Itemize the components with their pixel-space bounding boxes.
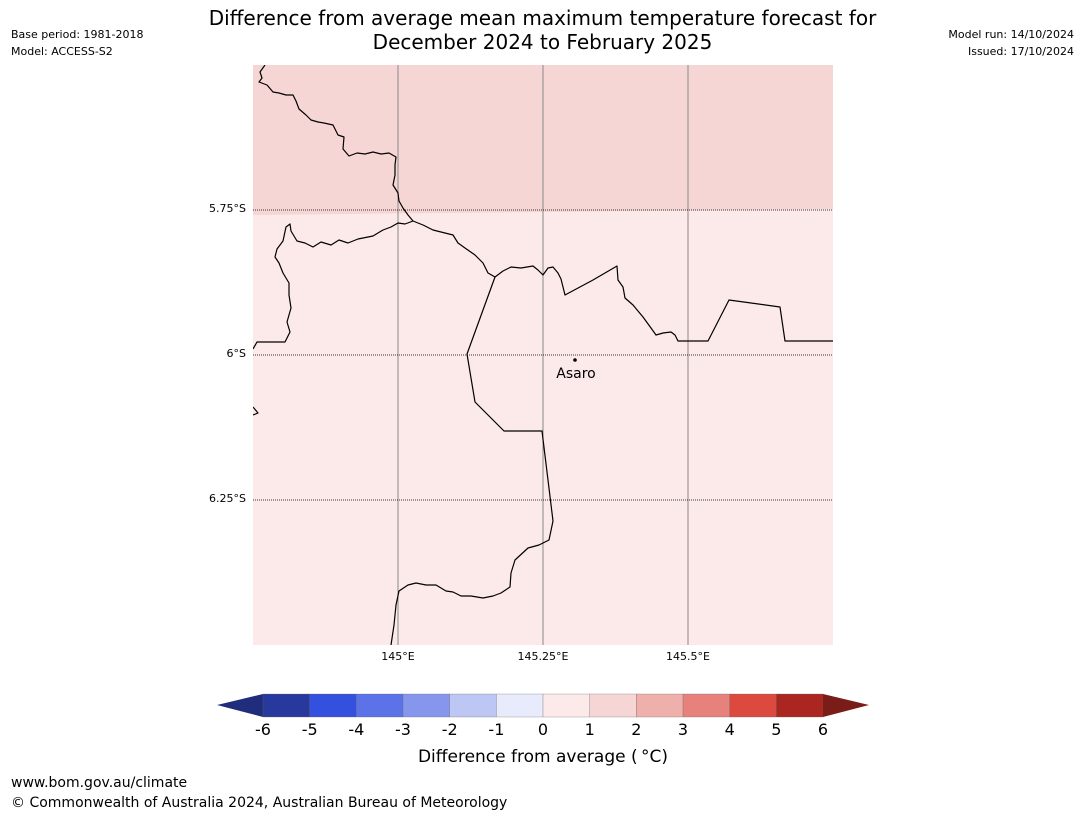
boundary-middle: [412, 220, 833, 342]
colorbar-tick-label: -6: [255, 720, 271, 739]
colorbar-tick-label: 2: [631, 720, 642, 739]
asaro-label: Asaro: [556, 366, 595, 382]
colorbar-tick-label: -3: [395, 720, 411, 739]
lon-label-145e: 145°E: [381, 650, 415, 663]
colorbar-segment: [729, 693, 777, 718]
colorbar-segment: [636, 693, 684, 718]
colorbar-under-arrow: [217, 694, 263, 717]
lon-label-145-5e: 145.5°E: [666, 650, 710, 663]
map-title: Difference from average mean maximum tem…: [150, 6, 935, 54]
colorbar-segment: [496, 693, 544, 718]
meta-left: Base period: 1981-2018 Model: ACCESS-S2: [11, 26, 143, 60]
boundary-north: [253, 65, 414, 350]
colorbar: [217, 693, 869, 718]
title-line-1: Difference from average mean maximum tem…: [208, 6, 877, 30]
lat-label-6-25s: 6.25°S: [209, 492, 246, 505]
colorbar-tick-label: 3: [677, 720, 689, 739]
colorbar-segments: [262, 693, 824, 718]
colorbar-over-arrow: [823, 694, 869, 717]
parallels: [253, 209, 833, 501]
colorbar-segment: [449, 693, 497, 718]
colorbar-tick-label: -5: [301, 720, 318, 739]
colorbar-segment: [356, 693, 404, 718]
colorbar-segment: [589, 693, 637, 718]
footer-copyright: © Commonwealth of Australia 2024, Austra…: [11, 795, 508, 811]
colorbar-tick-label: 1: [584, 720, 595, 739]
colorbar-segment: [682, 693, 730, 718]
colorbar-segment: [542, 693, 590, 718]
colorbar-tick-label: -4: [348, 720, 365, 739]
footer-url[interactable]: www.bom.gov.au/climate: [11, 775, 188, 791]
lon-label-145-25e: 145.25°E: [517, 650, 569, 663]
province-boundaries: [253, 65, 833, 645]
asaro-marker[interactable]: [573, 358, 577, 362]
colorbar-tick-label: 6: [817, 720, 829, 739]
model-run: Model run: 14/10/2024: [948, 28, 1074, 41]
lat-label-6s: 6°S: [226, 347, 246, 360]
colorbar-tick-label: 5: [771, 720, 782, 739]
colorbar-segment: [309, 693, 357, 718]
forecast-map[interactable]: Asaro: [253, 65, 833, 645]
lat-label-5-75s: 5.75°S: [209, 202, 246, 215]
boundary-south: [390, 276, 554, 645]
colorbar-segment: [402, 693, 450, 718]
title-line-2: December 2024 to February 2025: [372, 30, 713, 54]
model-name: Model: ACCESS-S2: [11, 45, 113, 58]
colorbar-segment: [776, 693, 824, 718]
issued-date: Issued: 17/10/2024: [967, 45, 1074, 58]
base-period: Base period: 1981-2018: [11, 28, 144, 41]
colorbar-tick-label: 4: [724, 720, 735, 739]
colorbar-segment: [262, 693, 310, 718]
colorbar-tick-label: -2: [441, 720, 458, 739]
colorbar-label: Difference from average ( °C): [417, 747, 669, 767]
colorbar-tick-label: -1: [488, 720, 505, 739]
boundary-west-stub: [253, 406, 259, 416]
meta-right: Model run: 14/10/2024 Issued: 17/10/2024: [948, 26, 1074, 60]
colorbar-tick-label: 0: [537, 720, 549, 739]
